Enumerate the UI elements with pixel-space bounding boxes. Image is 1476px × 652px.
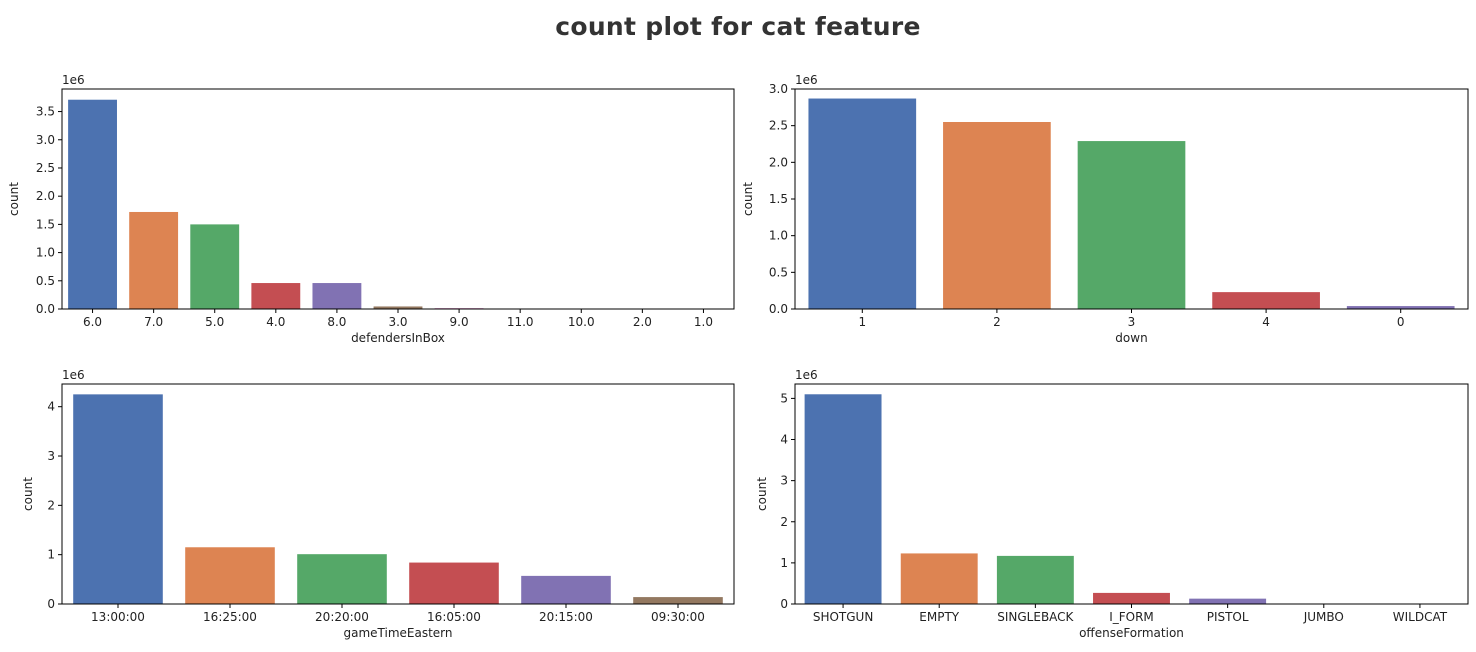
y-tick-label: 0.5 xyxy=(36,274,55,288)
y-tick-label: 2.0 xyxy=(36,189,55,203)
x-tick-label: I_FORM xyxy=(1109,610,1154,624)
bar-20:15:00 xyxy=(521,575,611,604)
axes-frame xyxy=(794,383,1469,605)
x-tick-label: EMPTY xyxy=(919,610,960,624)
bar-6.0 xyxy=(68,99,117,309)
x-tick-label: 20:15:00 xyxy=(539,610,593,624)
y-tick-label: 2 xyxy=(47,498,55,512)
x-tick-label: 1 xyxy=(858,315,866,329)
y-tick-label: 3.0 xyxy=(36,133,55,147)
y-tick-label: 5 xyxy=(780,391,788,405)
y-tick-label: 2.0 xyxy=(769,155,788,169)
y-tick-label: 2.5 xyxy=(36,161,55,175)
x-tick-label: 2.0 xyxy=(633,315,652,329)
y-tick-label: 3 xyxy=(780,474,788,488)
y-tick-label: 1.5 xyxy=(769,192,788,206)
bar-16:05:00 xyxy=(409,562,499,604)
x-tick-label: SINGLEBACK xyxy=(997,610,1074,624)
x-tick-label: JUMBO xyxy=(1303,610,1344,624)
panel-down: 1 2 3 4 0 0.0 0.5 1.0 1.5 2.0 2.5 3.0 1e6 down count xyxy=(741,73,1469,345)
y-offset-text: 1e6 xyxy=(795,73,818,87)
y-axis-label: count xyxy=(7,182,21,216)
y-tick-label: 4 xyxy=(780,433,788,447)
y-tick-label: 1.0 xyxy=(36,246,55,260)
y-tick-label: 0 xyxy=(47,597,55,611)
panel-defendersInBox: 6.0 7.0 5.0 4.0 8.0 3.0 9.0 11.0 10.0 2.0 1.0 0.0 0.… xyxy=(7,73,735,345)
bar-EMPTY xyxy=(900,553,978,604)
bar-5.0 xyxy=(190,224,240,309)
y-tick-label: 3.5 xyxy=(36,105,55,119)
bar-20:20:00 xyxy=(297,554,387,604)
figure-title: count plot for cat feature xyxy=(555,12,921,41)
y-tick-label: 3.0 xyxy=(769,82,788,96)
x-axis-label: defendersInBox xyxy=(351,331,445,345)
x-tick-label: 4 xyxy=(1262,315,1270,329)
x-axis-label: gameTimeEastern xyxy=(343,626,452,640)
x-tick-label: 20:20:00 xyxy=(315,610,369,624)
x-tick-label: 16:05:00 xyxy=(427,610,481,624)
bar-4.0 xyxy=(251,283,301,309)
x-tick-label: 3 xyxy=(1128,315,1136,329)
bar-7.0 xyxy=(129,211,179,309)
x-tick-label: 1.0 xyxy=(694,315,713,329)
x-axis-label: down xyxy=(1115,331,1147,345)
x-tick-label: 6.0 xyxy=(83,315,102,329)
bar-09:30:00 xyxy=(633,597,723,604)
y-axis-label: count xyxy=(741,182,755,216)
bar-PISTOL xyxy=(1189,598,1267,604)
y-tick-label: 0.0 xyxy=(769,302,788,316)
x-tick-label: 11.0 xyxy=(507,315,534,329)
y-tick-label: 4 xyxy=(47,400,55,414)
panel-offenseFormation: SHOTGUN EMPTY SINGLEBACK I_FORM PISTOL JUMBO W… xyxy=(755,368,1469,640)
bar-3 xyxy=(1077,141,1186,309)
y-tick-label: 1.5 xyxy=(36,217,55,231)
x-tick-label: PISTOL xyxy=(1207,610,1249,624)
y-tick-label: 1 xyxy=(47,548,55,562)
bar-SINGLEBACK xyxy=(996,555,1074,604)
x-tick-label: 16:25:00 xyxy=(203,610,257,624)
panel-gameTimeEastern: 13:00:00 16:25:00 20:20:00 16:05:00 20:15:00… xyxy=(21,368,735,640)
y-tick-label: 1 xyxy=(780,556,788,570)
bar-SHOTGUN xyxy=(804,394,882,604)
x-tick-label: 0 xyxy=(1397,315,1405,329)
y-axis-label: count xyxy=(21,477,35,511)
bar-1 xyxy=(808,98,917,309)
y-tick-label: 1.0 xyxy=(769,229,788,243)
bar-0 xyxy=(1346,306,1455,309)
y-tick-label: 2.5 xyxy=(769,119,788,133)
y-axis-label: count xyxy=(755,477,769,511)
x-tick-label: 7.0 xyxy=(144,315,163,329)
x-tick-label: SHOTGUN xyxy=(813,610,873,624)
bar-4 xyxy=(1212,292,1320,309)
bar-8.0 xyxy=(312,283,362,309)
x-axis-label: offenseFormation xyxy=(1079,626,1184,640)
y-offset-text: 1e6 xyxy=(795,368,818,382)
y-tick-label: 0.5 xyxy=(769,265,788,279)
bar-13:00:00 xyxy=(73,394,163,604)
axes-frame xyxy=(61,383,735,605)
x-tick-label: 8.0 xyxy=(327,315,346,329)
x-tick-label: 9.0 xyxy=(450,315,469,329)
x-tick-label: 2 xyxy=(993,315,1001,329)
y-tick-label: 2 xyxy=(780,515,788,529)
x-tick-label: 4.0 xyxy=(266,315,285,329)
x-tick-label: 3.0 xyxy=(388,315,407,329)
y-tick-label: 0.0 xyxy=(36,302,55,316)
y-tick-label: 3 xyxy=(47,449,55,463)
y-tick-label: 0 xyxy=(780,597,788,611)
bar-2 xyxy=(943,122,1051,309)
bar-I_FORM xyxy=(1093,592,1170,604)
bar-16:25:00 xyxy=(185,547,275,604)
bar-3.0 xyxy=(373,306,423,309)
x-tick-label: 5.0 xyxy=(205,315,224,329)
y-offset-text: 1e6 xyxy=(62,73,85,87)
y-offset-text: 1e6 xyxy=(62,368,85,382)
x-tick-label: WILDCAT xyxy=(1393,610,1448,624)
x-tick-label: 13:00:00 xyxy=(91,610,145,624)
x-tick-label: 09:30:00 xyxy=(651,610,705,624)
x-tick-label: 10.0 xyxy=(568,315,595,329)
